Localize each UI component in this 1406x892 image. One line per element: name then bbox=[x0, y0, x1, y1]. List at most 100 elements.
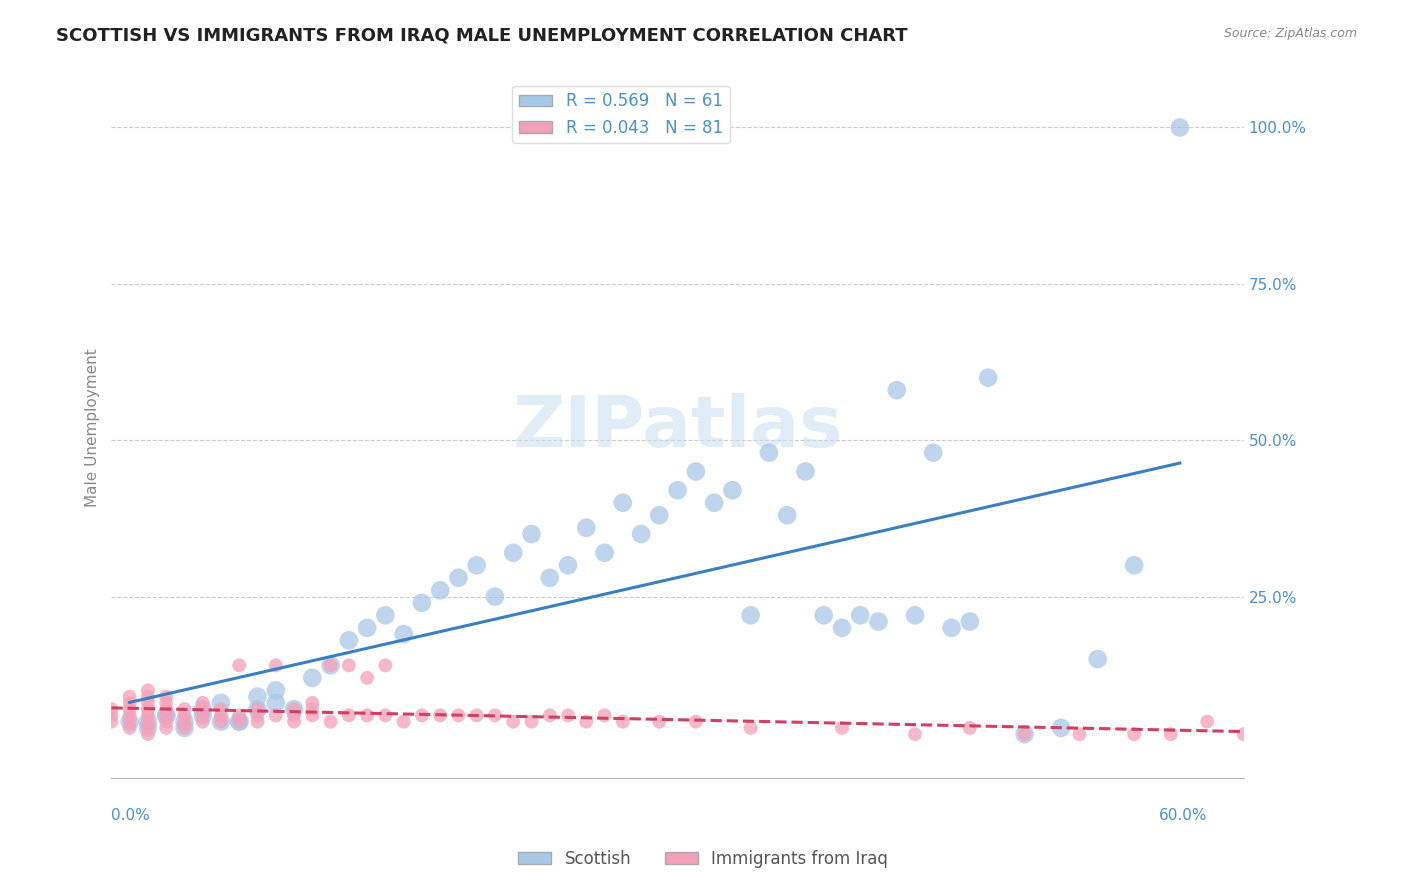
Point bbox=[173, 714, 195, 729]
Point bbox=[191, 708, 214, 723]
Point bbox=[173, 721, 195, 735]
Point bbox=[520, 527, 543, 541]
Point bbox=[246, 702, 269, 716]
Point bbox=[228, 708, 250, 723]
Point bbox=[1050, 721, 1073, 735]
Point bbox=[136, 683, 159, 698]
Point bbox=[264, 708, 287, 723]
Point bbox=[246, 714, 269, 729]
Point bbox=[575, 714, 598, 729]
Point bbox=[136, 714, 159, 729]
Point bbox=[1087, 652, 1109, 666]
Text: 0.0%: 0.0% bbox=[111, 808, 150, 823]
Point bbox=[264, 683, 287, 698]
Point bbox=[191, 708, 214, 723]
Point bbox=[813, 608, 835, 623]
Point bbox=[1123, 727, 1146, 741]
Point bbox=[191, 702, 214, 716]
Point bbox=[136, 702, 159, 716]
Point bbox=[1160, 727, 1182, 741]
Point bbox=[319, 658, 342, 673]
Point bbox=[319, 658, 342, 673]
Point bbox=[301, 671, 323, 685]
Point bbox=[100, 708, 122, 723]
Point bbox=[904, 608, 927, 623]
Point bbox=[136, 696, 159, 710]
Point bbox=[337, 633, 360, 648]
Point bbox=[1014, 727, 1036, 741]
Point bbox=[118, 721, 141, 735]
Point bbox=[283, 702, 305, 716]
Point bbox=[337, 658, 360, 673]
Point bbox=[319, 714, 342, 729]
Point bbox=[209, 708, 232, 723]
Point bbox=[1123, 558, 1146, 573]
Point bbox=[173, 702, 195, 716]
Legend: R = 0.569   N = 61, R = 0.043   N = 81: R = 0.569 N = 61, R = 0.043 N = 81 bbox=[512, 86, 730, 144]
Point bbox=[246, 702, 269, 716]
Point bbox=[392, 627, 415, 641]
Point bbox=[246, 708, 269, 723]
Point bbox=[922, 446, 945, 460]
Point bbox=[173, 721, 195, 735]
Point bbox=[465, 708, 488, 723]
Point bbox=[447, 708, 470, 723]
Point bbox=[374, 608, 396, 623]
Point bbox=[301, 702, 323, 716]
Point bbox=[374, 658, 396, 673]
Point bbox=[648, 714, 671, 729]
Point bbox=[173, 708, 195, 723]
Point bbox=[283, 708, 305, 723]
Legend: Scottish, Immigrants from Iraq: Scottish, Immigrants from Iraq bbox=[512, 844, 894, 875]
Point bbox=[374, 708, 396, 723]
Point bbox=[1197, 714, 1219, 729]
Point bbox=[411, 708, 433, 723]
Point bbox=[155, 708, 177, 723]
Point bbox=[392, 714, 415, 729]
Point bbox=[1233, 727, 1256, 741]
Point bbox=[429, 583, 451, 598]
Point bbox=[136, 708, 159, 723]
Point bbox=[1168, 120, 1191, 135]
Point bbox=[538, 708, 561, 723]
Point bbox=[593, 546, 616, 560]
Point bbox=[283, 702, 305, 716]
Point bbox=[118, 708, 141, 723]
Point bbox=[301, 696, 323, 710]
Point bbox=[648, 508, 671, 523]
Point bbox=[136, 714, 159, 729]
Point bbox=[520, 714, 543, 729]
Point bbox=[465, 558, 488, 573]
Point bbox=[191, 696, 214, 710]
Point bbox=[758, 446, 780, 460]
Point bbox=[283, 714, 305, 729]
Point bbox=[776, 508, 799, 523]
Point bbox=[155, 721, 177, 735]
Point bbox=[831, 721, 853, 735]
Point bbox=[118, 696, 141, 710]
Point bbox=[977, 370, 1000, 384]
Point bbox=[136, 721, 159, 735]
Point bbox=[685, 714, 707, 729]
Point bbox=[191, 702, 214, 716]
Point bbox=[703, 496, 725, 510]
Point bbox=[118, 714, 141, 729]
Point bbox=[356, 671, 378, 685]
Point bbox=[228, 714, 250, 729]
Point bbox=[356, 621, 378, 635]
Point bbox=[118, 714, 141, 729]
Point bbox=[100, 702, 122, 716]
Point bbox=[411, 596, 433, 610]
Point bbox=[868, 615, 890, 629]
Point bbox=[209, 714, 232, 729]
Point bbox=[301, 708, 323, 723]
Y-axis label: Male Unemployment: Male Unemployment bbox=[86, 348, 100, 507]
Point bbox=[429, 708, 451, 723]
Point bbox=[209, 696, 232, 710]
Point bbox=[155, 702, 177, 716]
Point bbox=[886, 383, 908, 397]
Point bbox=[337, 708, 360, 723]
Text: Source: ZipAtlas.com: Source: ZipAtlas.com bbox=[1223, 27, 1357, 40]
Point bbox=[538, 571, 561, 585]
Point bbox=[264, 696, 287, 710]
